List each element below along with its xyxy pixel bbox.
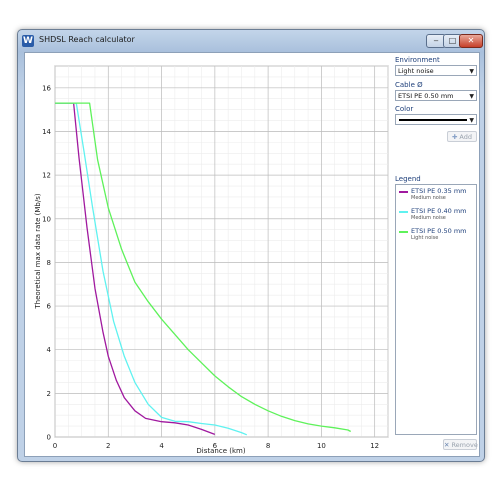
color-select[interactable]: ▼ <box>395 114 477 125</box>
x-tick-label: 8 <box>266 442 270 450</box>
x-tick-label: 0 <box>53 442 57 450</box>
chart: 0 2 4 6 8 10 12 0 2 4 6 8 10 12 14 16 Distance (km) Th… <box>34 65 389 455</box>
color-label: Color <box>395 105 414 113</box>
legend-item-name: ETSI PE 0.35 mm <box>411 187 467 195</box>
legend-label: Legend <box>395 175 421 183</box>
legend-item-noise: Medium noise <box>411 195 446 201</box>
major-grid <box>54 66 388 438</box>
y-tick-label: 4 <box>47 346 52 354</box>
legend-item-name: ETSI PE 0.40 mm <box>411 207 467 215</box>
remove-button[interactable]: ✕ Remove <box>443 439 478 450</box>
color-swatch <box>399 119 467 121</box>
legend-color-line <box>399 191 408 193</box>
y-tick-label: 16 <box>42 84 51 92</box>
series-line <box>55 102 216 436</box>
y-tick-label: 14 <box>42 128 51 136</box>
y-tick-label: 0 <box>47 434 51 442</box>
settings-panel: Environment Light noise ▼ Cable Ø ETSI P… <box>391 53 479 456</box>
y-axis-ticks: 0 2 4 6 8 10 12 14 16 <box>42 84 51 441</box>
x-axis-label: Distance (km) <box>196 447 245 455</box>
legend-list[interactable]: ETSI PE 0.35 mm Medium noise ETSI PE 0.4… <box>395 184 477 435</box>
x-tick-label: 12 <box>370 442 379 450</box>
legend-item-noise: Medium noise <box>411 215 446 221</box>
legend-item-name: ETSI PE 0.50 mm <box>411 227 467 235</box>
legend-color-line <box>399 211 408 213</box>
title-bar[interactable]: W SHDSL Reach calculator ‒ □ ✕ <box>18 30 484 52</box>
x-axis-ticks: 0 2 4 6 8 10 12 <box>53 442 379 450</box>
x-tick-label: 10 <box>317 442 326 450</box>
client-area: 0 2 4 6 8 10 12 0 2 4 6 8 10 12 14 16 Distance (km) Th… <box>24 52 480 457</box>
series-group <box>55 102 352 436</box>
y-tick-label: 8 <box>47 259 51 267</box>
remove-label: Remove <box>451 441 478 449</box>
series-line <box>55 102 352 433</box>
environment-select[interactable]: Light noise ▼ <box>395 65 477 76</box>
environment-label: Environment <box>395 56 440 64</box>
plus-icon: ✚ <box>451 133 458 141</box>
legend-item[interactable]: ETSI PE 0.35 mm Medium noise <box>398 187 476 203</box>
y-tick-label: 12 <box>42 172 51 180</box>
x-tick-label: 4 <box>159 442 164 450</box>
app-window: W SHDSL Reach calculator ‒ □ ✕ 0 2 4 6 8 10 12… <box>17 29 485 462</box>
remove-icon: ✕ <box>444 441 450 449</box>
x-tick-label: 2 <box>106 442 110 450</box>
close-button[interactable]: ✕ <box>459 34 483 48</box>
chevron-down-icon: ▼ <box>469 117 474 124</box>
add-label: Add <box>459 133 473 141</box>
y-tick-label: 6 <box>47 303 52 311</box>
cable-select[interactable]: ETSI PE 0.50 mm ▼ <box>395 90 477 101</box>
add-button[interactable]: ✚ Add <box>447 131 477 142</box>
chevron-down-icon: ▼ <box>469 68 474 75</box>
legend-item-noise: Light noise <box>411 235 439 241</box>
cable-value: ETSI PE 0.50 mm <box>398 92 454 100</box>
cable-label: Cable Ø <box>395 81 423 89</box>
environment-value: Light noise <box>398 67 434 75</box>
series-line <box>55 102 248 436</box>
y-axis-label: Theoretical max data rate (Mb/s) <box>34 193 42 309</box>
legend-item[interactable]: ETSI PE 0.50 mm Light noise <box>398 227 476 243</box>
window-title: SHDSL Reach calculator <box>39 35 135 44</box>
app-icon: W <box>22 35 34 47</box>
legend-item[interactable]: ETSI PE 0.40 mm Medium noise <box>398 207 476 223</box>
chevron-down-icon: ▼ <box>469 93 474 100</box>
y-tick-label: 10 <box>42 215 51 223</box>
x-tick-label: 6 <box>213 442 218 450</box>
y-tick-label: 2 <box>47 390 51 398</box>
legend-color-line <box>399 231 408 233</box>
